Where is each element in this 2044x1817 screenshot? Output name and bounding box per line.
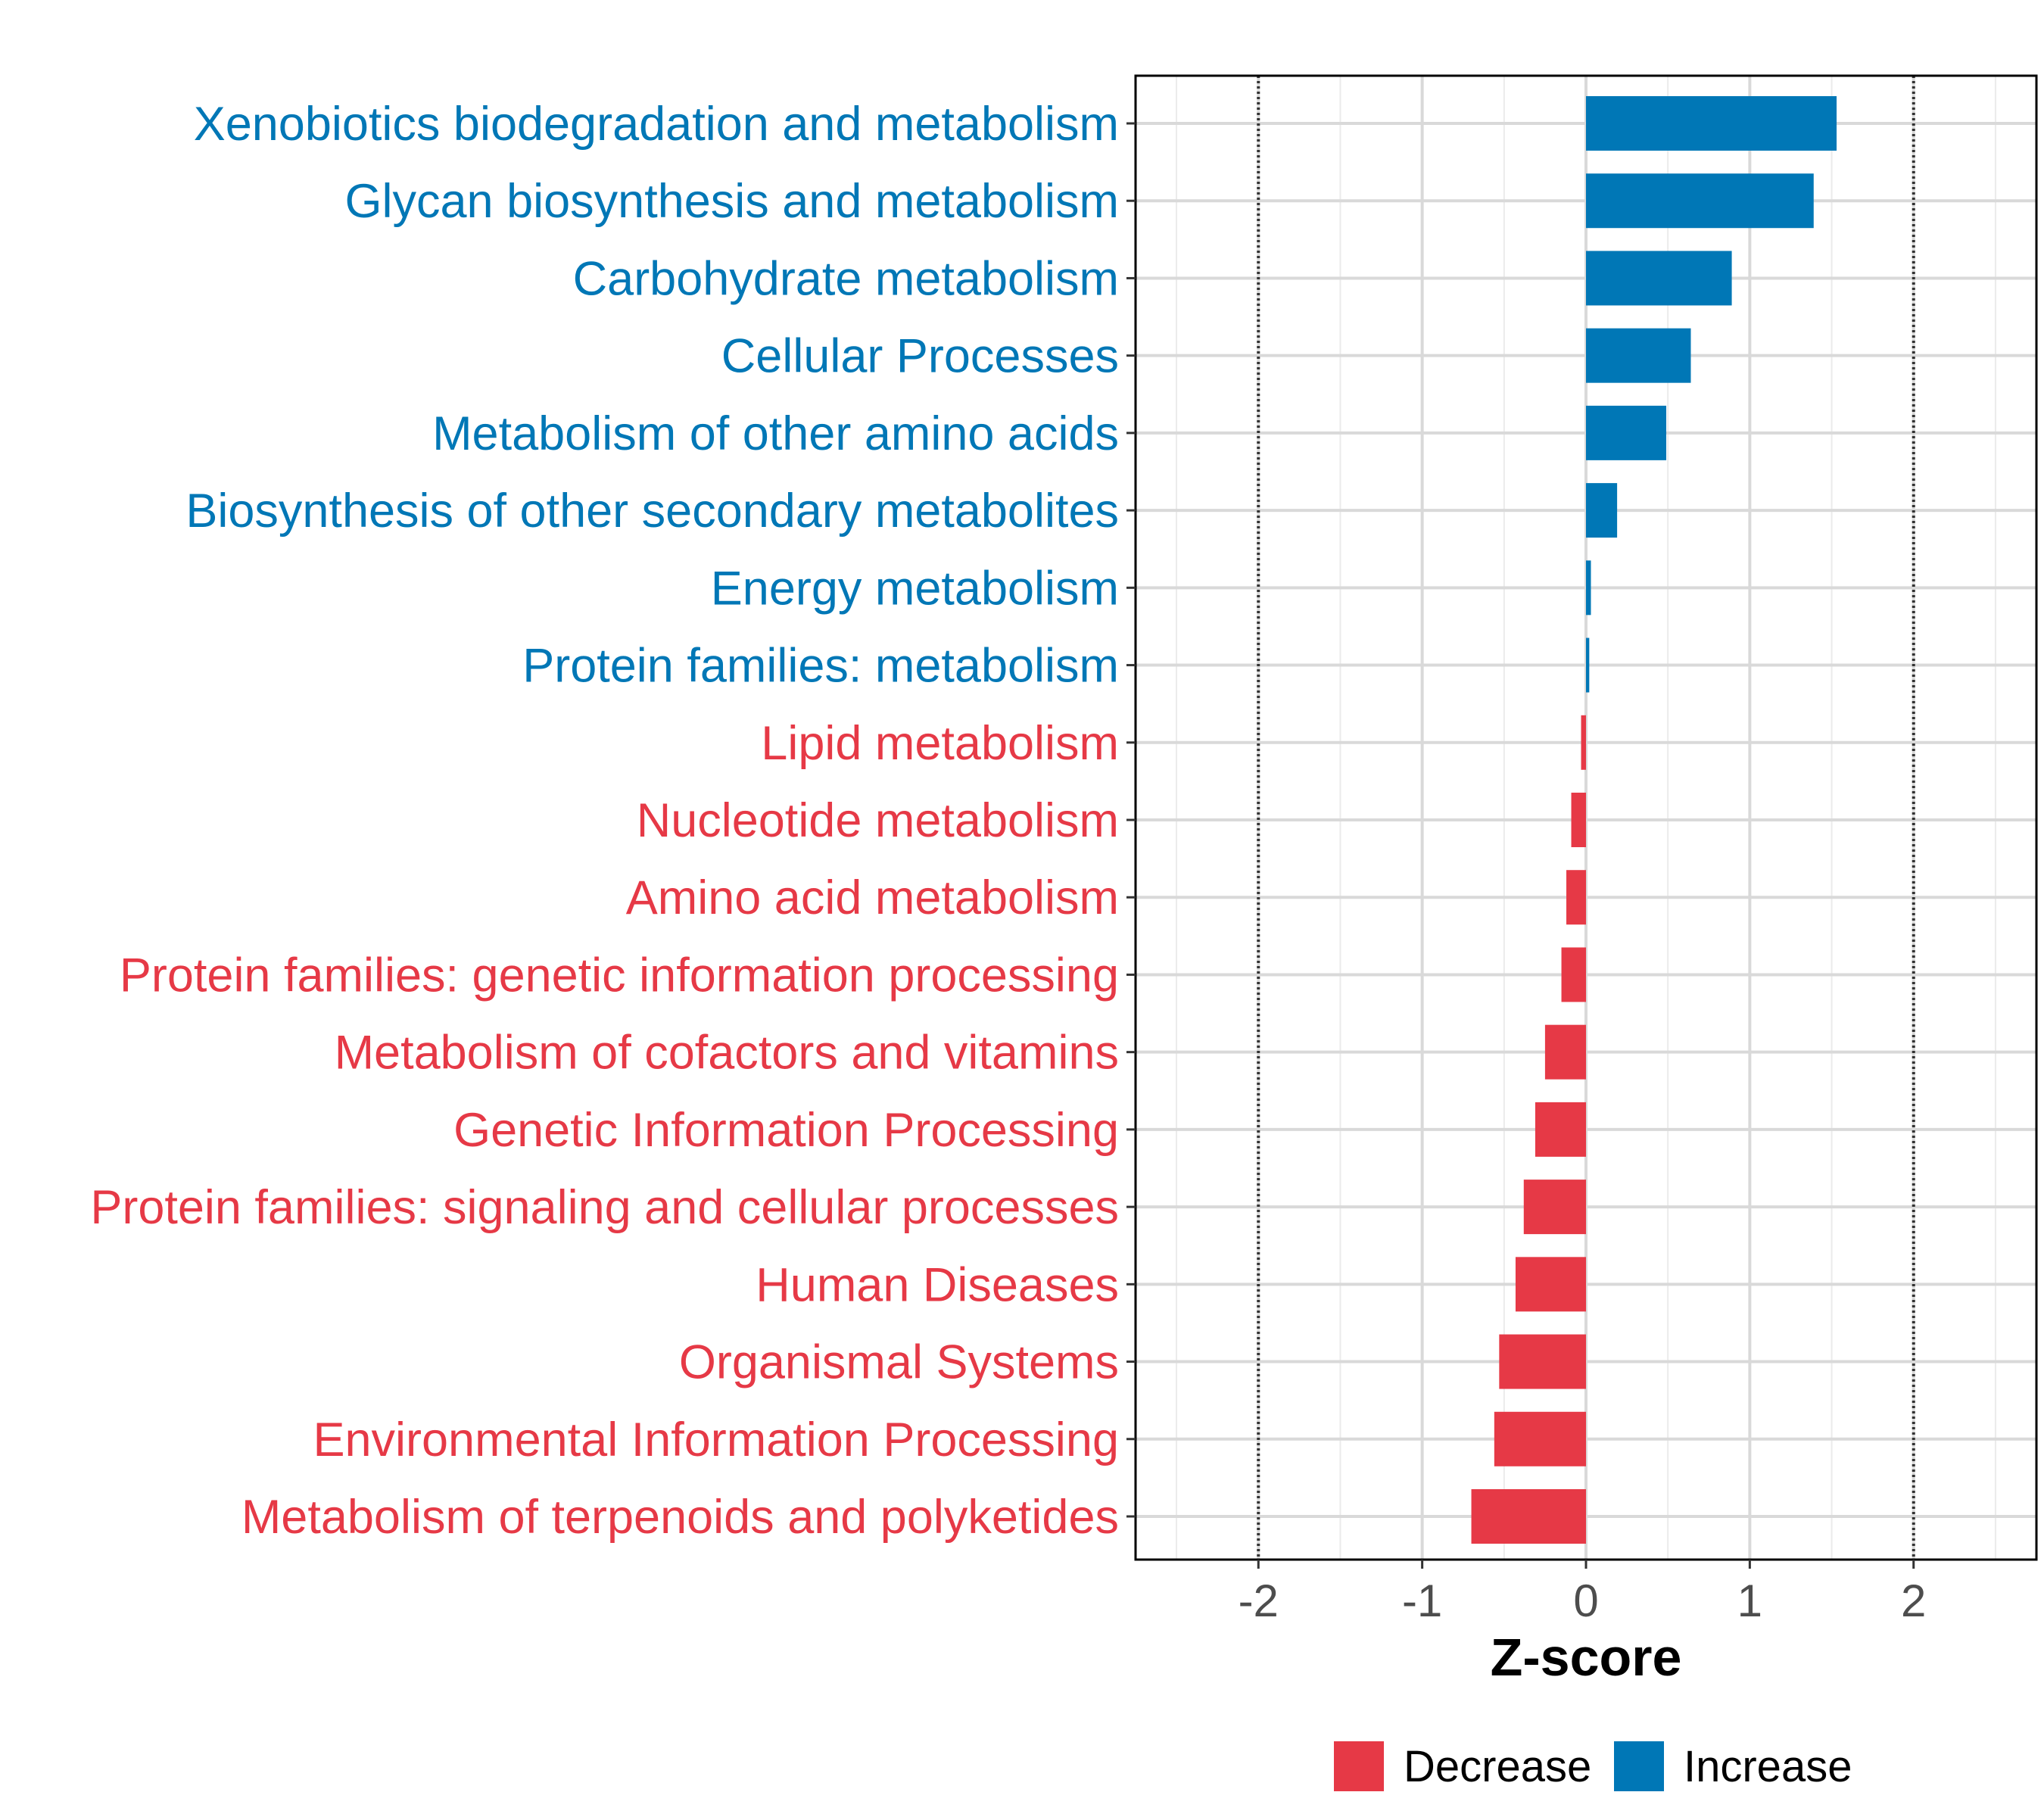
bar [1586,173,1814,229]
y-tick-label: Metabolism of terpenoids and polyketides [241,1491,1119,1544]
bar [1586,483,1618,538]
bar [1586,251,1732,306]
bar [1566,870,1586,925]
bar [1471,1489,1586,1544]
legend-swatch [1614,1741,1664,1791]
legend: Decrease Increase [1334,1741,1852,1791]
y-axis-category-labels: Xenobiotics biodegradation and metabolis… [90,98,1119,1544]
x-tick-label: -2 [1239,1575,1279,1626]
x-axis-ticks: -2 -1 0 1 2 [1239,1560,1926,1626]
y-tick-label: Human Diseases [756,1258,1119,1311]
bar-layer [1471,96,1837,1544]
legend-label: Increase [1684,1742,1852,1791]
y-tick-label: Biosynthesis of other secondary metaboli… [185,485,1119,538]
y-tick-label: Amino acid metabolism [626,871,1119,924]
y-tick-label: Carbohydrate metabolism [573,252,1119,305]
x-tick-label: 0 [1573,1575,1598,1626]
y-tick-label: Environmental Information Processing [313,1413,1119,1466]
y-tick-label: Energy metabolism [711,562,1119,615]
legend-swatch [1334,1741,1384,1791]
y-tick-label: Metabolism of cofactors and vitamins [335,1027,1119,1080]
bar [1535,1102,1586,1157]
y-tick-label: Nucleotide metabolism [637,794,1119,847]
y-tick-label: Organismal Systems [679,1336,1119,1389]
y-tick-label: Lipid metabolism [761,717,1119,770]
y-tick-label: Genetic Information Processing [453,1104,1119,1157]
bar [1523,1180,1586,1235]
bar [1494,1411,1586,1466]
y-tick-label: Protein families: metabolism [522,640,1119,693]
y-tick-label: Glycan biosynthesis and metabolism [345,175,1120,228]
y-tick-label: Cellular Processes [721,330,1119,383]
y-axis-ticks [1126,122,1136,1518]
reference-line-layer [1257,76,1915,1560]
bar [1581,715,1586,770]
x-tick-label: -1 [1402,1575,1442,1626]
bar [1586,96,1837,151]
bar [1586,328,1691,383]
bar [1571,793,1586,847]
y-tick-label: Protein families: genetic information pr… [120,949,1119,1002]
bar [1499,1334,1586,1389]
x-tick-label: 2 [1901,1575,1926,1626]
x-tick-label: 1 [1737,1575,1762,1626]
bar [1561,947,1586,1002]
x-axis-title: Z-score [1491,1628,1682,1687]
bar [1586,560,1591,616]
bar [1586,405,1667,460]
y-tick-label: Protein families: signaling and cellular… [90,1181,1119,1234]
bar [1586,637,1590,693]
legend-label: Decrease [1404,1742,1591,1791]
y-tick-label: Xenobiotics biodegradation and metabolis… [194,98,1119,151]
y-tick-label: Metabolism of other amino acids [432,407,1119,460]
bar [1515,1257,1586,1312]
bar [1544,1024,1586,1080]
